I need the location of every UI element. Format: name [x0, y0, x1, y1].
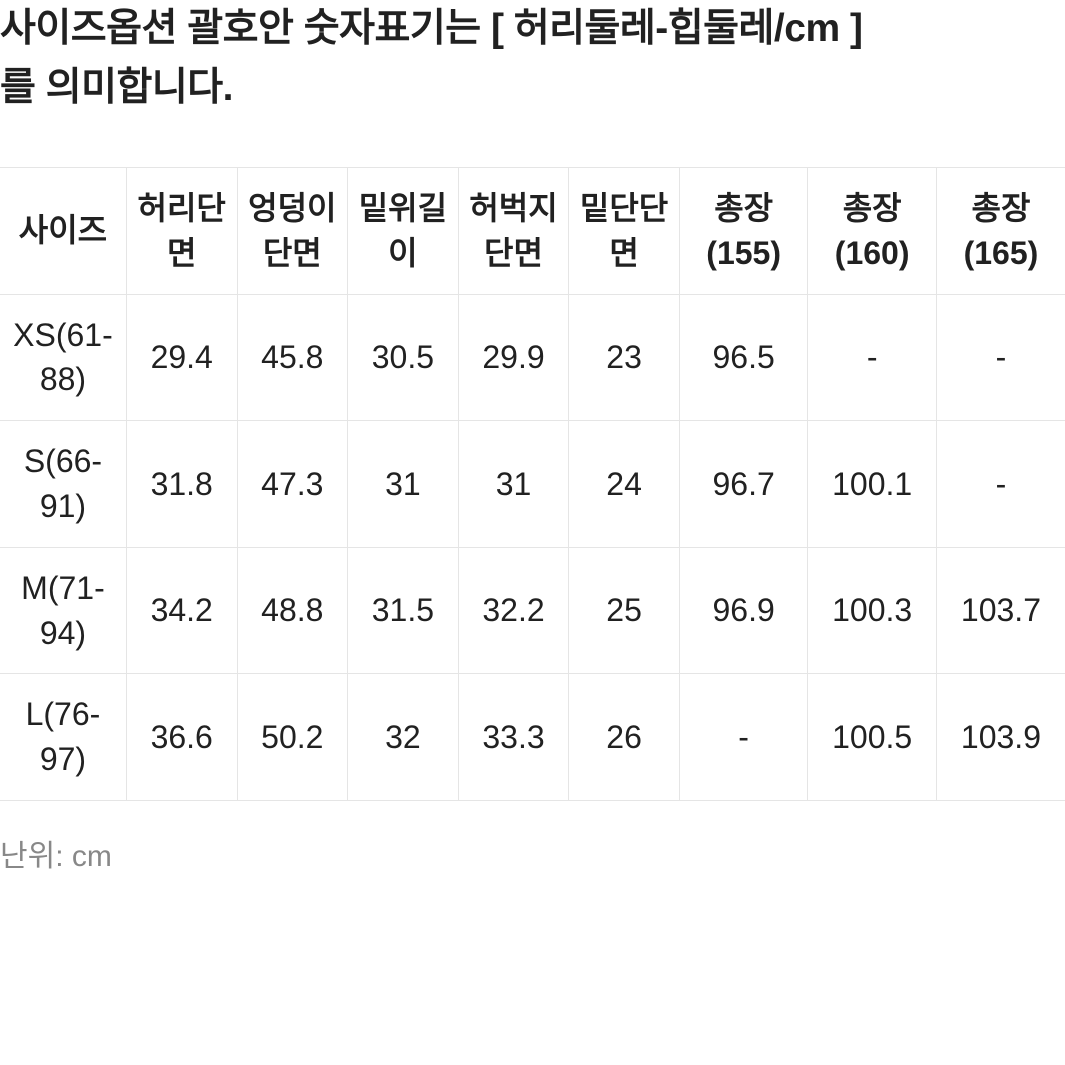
heading-line-2: 를 의미합니다. — [0, 66, 233, 109]
cell-value: 100.3 — [808, 547, 937, 674]
cell-value: 96.9 — [679, 547, 808, 674]
cell-value: 100.5 — [808, 674, 937, 801]
cell-value: - — [808, 294, 937, 421]
cell-size: S(66-91) — [0, 421, 126, 548]
cell-value: 36.6 — [126, 674, 237, 801]
cell-value: - — [936, 294, 1065, 421]
heading-line-1: 사이즈옵션 괄호안 숫자표기는 [ 허리둘레-힙둘레/cm ] — [0, 7, 862, 50]
cell-value: 103.9 — [936, 674, 1065, 801]
cell-value: - — [679, 674, 808, 801]
col-header-length-160: 총장(160) — [808, 168, 937, 295]
table-row: M(71-94) 34.2 48.8 31.5 32.2 25 96.9 100… — [0, 547, 1065, 674]
col-header-hem: 밑단단면 — [569, 168, 680, 295]
cell-value: 103.7 — [936, 547, 1065, 674]
table-row: L(76-97) 36.6 50.2 32 33.3 26 - 100.5 10… — [0, 674, 1065, 801]
cell-value: 31.8 — [126, 421, 237, 548]
cell-value: - — [936, 421, 1065, 548]
cell-value: 25 — [569, 547, 680, 674]
cell-size: XS(61-88) — [0, 294, 126, 421]
cell-value: 31 — [348, 421, 459, 548]
cell-value: 100.1 — [808, 421, 937, 548]
col-header-waist: 허리단면 — [126, 168, 237, 295]
col-header-hip: 엉덩이단면 — [237, 168, 348, 295]
unit-label: 난위: cm — [0, 831, 1065, 875]
cell-value: 45.8 — [237, 294, 348, 421]
cell-value: 96.5 — [679, 294, 808, 421]
table-row: S(66-91) 31.8 47.3 31 31 24 96.7 100.1 - — [0, 421, 1065, 548]
cell-value: 31 — [458, 421, 569, 548]
cell-value: 24 — [569, 421, 680, 548]
size-guide-heading: 사이즈옵션 괄호안 숫자표기는 [ 허리둘레-힙둘레/cm ] 를 의미합니다. — [0, 0, 1065, 117]
cell-value: 48.8 — [237, 547, 348, 674]
col-header-thigh: 허벅지단면 — [458, 168, 569, 295]
cell-value: 29.4 — [126, 294, 237, 421]
cell-value: 34.2 — [126, 547, 237, 674]
size-table: 사이즈 허리단면 엉덩이단면 밑위길이 허벅지단면 밑단단면 총장(155) 총… — [0, 167, 1065, 801]
cell-value: 96.7 — [679, 421, 808, 548]
col-header-size: 사이즈 — [0, 168, 126, 295]
col-header-length-165: 총장(165) — [936, 168, 1065, 295]
col-header-length-155: 총장(155) — [679, 168, 808, 295]
cell-value: 30.5 — [348, 294, 459, 421]
cell-value: 32 — [348, 674, 459, 801]
size-table-wrapper: 사이즈 허리단면 엉덩이단면 밑위길이 허벅지단면 밑단단면 총장(155) 총… — [0, 167, 1065, 801]
cell-value: 31.5 — [348, 547, 459, 674]
cell-value: 23 — [569, 294, 680, 421]
cell-size: M(71-94) — [0, 547, 126, 674]
cell-value: 29.9 — [458, 294, 569, 421]
cell-size: L(76-97) — [0, 674, 126, 801]
cell-value: 32.2 — [458, 547, 569, 674]
cell-value: 33.3 — [458, 674, 569, 801]
table-row: XS(61-88) 29.4 45.8 30.5 29.9 23 96.5 - … — [0, 294, 1065, 421]
cell-value: 26 — [569, 674, 680, 801]
col-header-rise: 밑위길이 — [348, 168, 459, 295]
cell-value: 47.3 — [237, 421, 348, 548]
table-header-row: 사이즈 허리단면 엉덩이단면 밑위길이 허벅지단면 밑단단면 총장(155) 총… — [0, 168, 1065, 295]
cell-value: 50.2 — [237, 674, 348, 801]
